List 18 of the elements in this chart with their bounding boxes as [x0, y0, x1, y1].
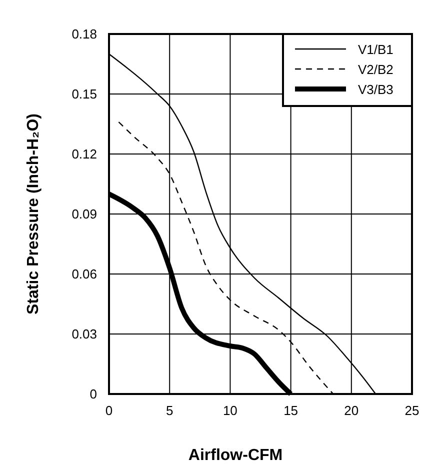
y-tick-label: 0.18 [72, 26, 97, 42]
y-tick-label: 0.15 [72, 86, 97, 102]
x-tick-label: 5 [166, 403, 174, 418]
legend-label: V3/B3 [358, 82, 394, 97]
legend-label: V2/B2 [358, 62, 394, 77]
x-tick-label: 25 [404, 403, 420, 418]
y-tick-label: 0 [90, 386, 97, 402]
y-axis-title: Static Pressure (Inch-H₂O) [25, 114, 42, 314]
y-tick-label: 0.03 [72, 326, 97, 342]
y-tick-label: 0.09 [72, 206, 97, 222]
x-tick-label: 10 [222, 403, 238, 418]
legend-label: V1/B1 [358, 42, 394, 57]
x-axis-title: Airflow-CFM [188, 447, 283, 464]
y-tick-label: 0.06 [72, 266, 97, 282]
y-tick-label: 0.12 [72, 146, 97, 162]
x-tick-label: 15 [284, 403, 298, 418]
x-tick-label: 0 [105, 403, 113, 418]
x-tick-label: 20 [344, 403, 359, 418]
